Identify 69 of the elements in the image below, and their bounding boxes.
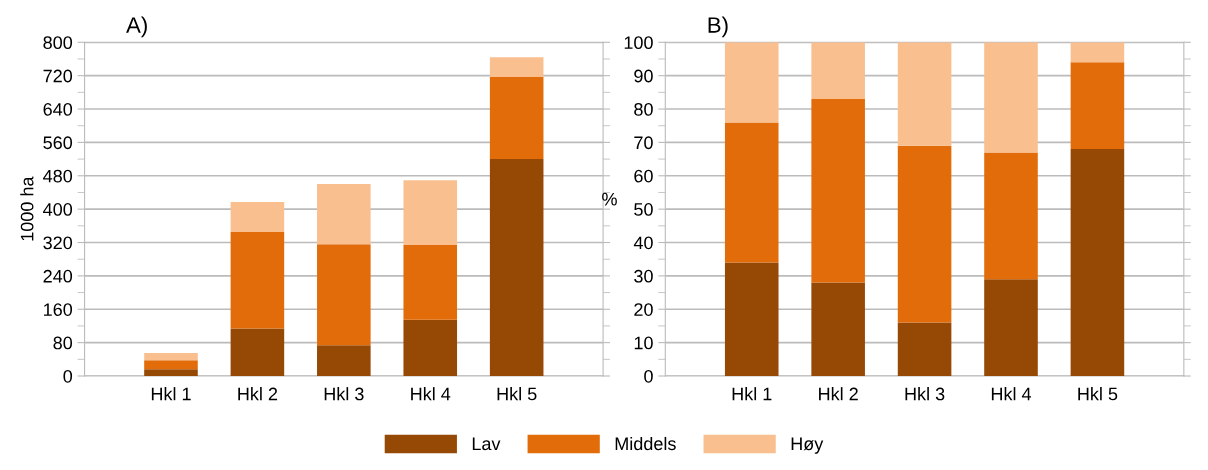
y-tick-label: 0 bbox=[644, 369, 653, 383]
bar bbox=[1070, 42, 1125, 63]
chart-title: A) bbox=[126, 16, 147, 38]
y-tick-label: 0 bbox=[63, 369, 73, 383]
bar bbox=[403, 319, 458, 376]
y-tick-label: 640 bbox=[43, 102, 73, 116]
bar bbox=[1070, 149, 1125, 376]
bar bbox=[230, 202, 285, 233]
bar bbox=[984, 279, 1038, 376]
y-tick-label: 80 bbox=[53, 336, 73, 350]
bar bbox=[317, 345, 371, 376]
x-tick-label: Hkl 5 bbox=[1078, 387, 1118, 401]
bar bbox=[489, 76, 544, 160]
bar bbox=[317, 244, 371, 346]
y-axis-title: % bbox=[602, 192, 617, 206]
bar bbox=[144, 360, 198, 370]
bar bbox=[724, 122, 779, 263]
x-tick-label: Hkl 5 bbox=[497, 387, 537, 401]
x-tick-label: Hkl 1 bbox=[151, 387, 191, 401]
y-tick-label: 80 bbox=[634, 102, 653, 116]
bar bbox=[811, 282, 865, 376]
legend-label: Middels bbox=[615, 436, 676, 451]
x-tick-label: Hkl 3 bbox=[905, 387, 945, 401]
bar bbox=[811, 42, 865, 100]
y-tick-label: 40 bbox=[633, 236, 653, 250]
bar bbox=[403, 180, 458, 246]
y-tick-label: 90 bbox=[634, 69, 653, 83]
bar bbox=[489, 159, 544, 376]
y-tick-label: 20 bbox=[634, 303, 653, 316]
bar bbox=[897, 322, 952, 376]
x-tick-label: Hkl 4 bbox=[411, 387, 451, 401]
bar bbox=[724, 262, 779, 376]
y-tick-label: 100 bbox=[624, 36, 653, 50]
y-tick-label: 30 bbox=[634, 269, 653, 283]
y-tick-label: 60 bbox=[634, 169, 653, 183]
y-tick-label: 50 bbox=[634, 203, 653, 216]
bar bbox=[230, 232, 285, 329]
y-tick-label: 160 bbox=[44, 303, 73, 316]
bar bbox=[489, 57, 544, 77]
legend-label: Lav bbox=[472, 437, 501, 451]
bar bbox=[317, 184, 371, 245]
bar bbox=[144, 369, 198, 376]
bar bbox=[984, 42, 1038, 153]
y-tick-label: 480 bbox=[43, 169, 73, 183]
x-tick-label: Hkl 3 bbox=[324, 387, 364, 401]
x-tick-label: Hkl 1 bbox=[732, 387, 772, 401]
chart-title: B) bbox=[708, 16, 728, 38]
legend-label: Høy bbox=[791, 437, 824, 454]
bar bbox=[897, 42, 952, 146]
y-tick-label: 800 bbox=[43, 36, 73, 50]
y-tick-label: 560 bbox=[43, 136, 73, 150]
bar bbox=[724, 42, 779, 123]
x-tick-label: Hkl 2 bbox=[238, 387, 278, 401]
x-tick-label: Hkl 2 bbox=[819, 387, 858, 401]
bar bbox=[403, 245, 458, 320]
bar bbox=[144, 353, 198, 361]
y-tick-label: 240 bbox=[43, 269, 73, 283]
x-tick-label: Hkl 4 bbox=[991, 387, 1032, 401]
y-tick-label: 400 bbox=[43, 203, 73, 216]
bar bbox=[1070, 62, 1125, 150]
y-tick-label: 320 bbox=[43, 236, 73, 250]
y-tick-label: 10 bbox=[634, 336, 653, 350]
y-axis-title: 1000 ha bbox=[20, 176, 34, 241]
y-tick-label: 720 bbox=[43, 69, 73, 83]
bar bbox=[811, 99, 865, 283]
bar bbox=[984, 152, 1038, 280]
bar bbox=[897, 145, 952, 323]
y-tick-label: 70 bbox=[634, 136, 653, 150]
bar bbox=[230, 328, 285, 376]
